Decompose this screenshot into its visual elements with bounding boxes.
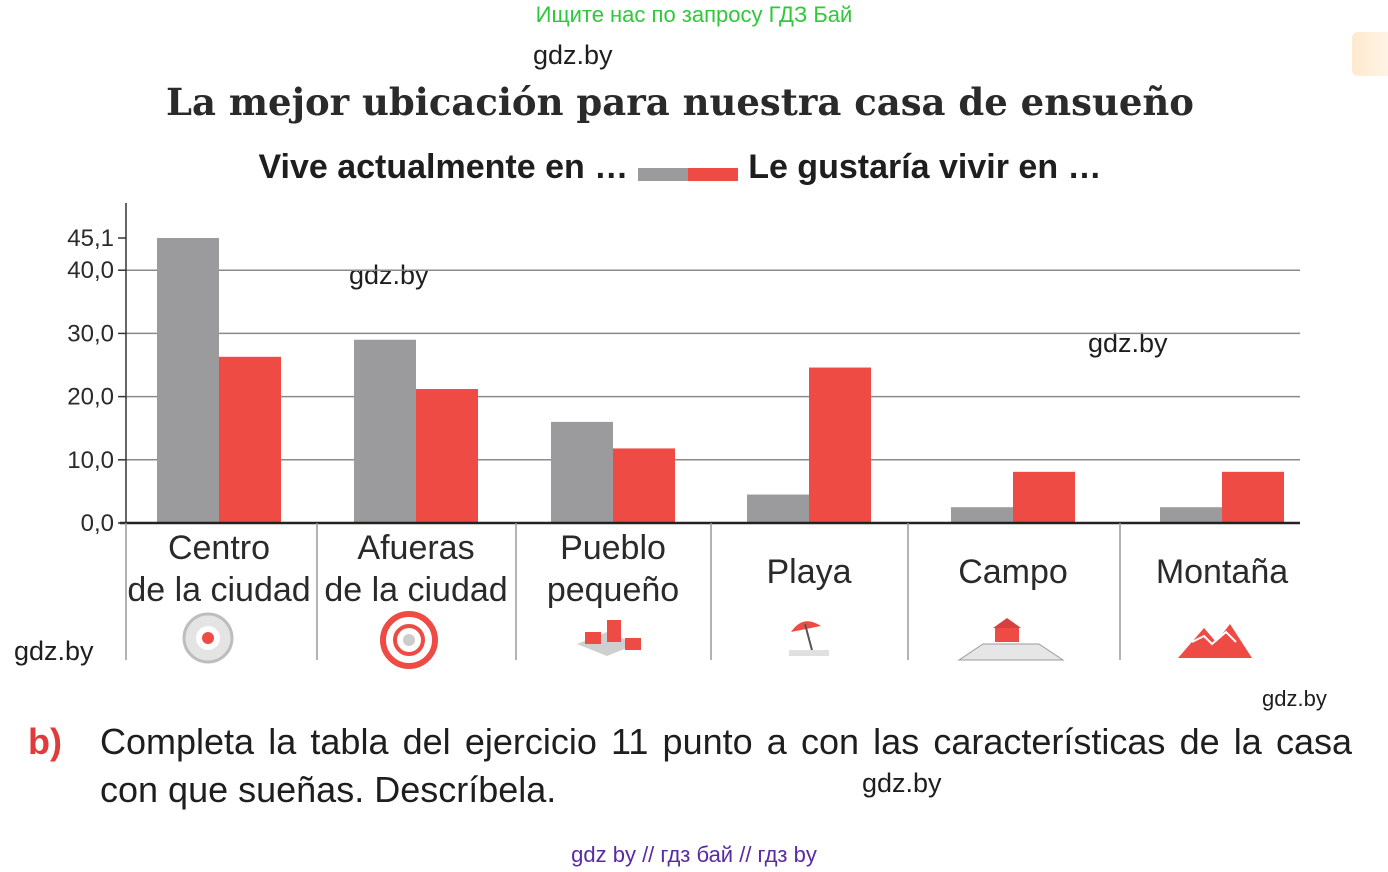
bar-desired (416, 389, 478, 523)
category-label: Montaña (1156, 553, 1288, 591)
bar-current (747, 494, 809, 523)
target-icon (182, 612, 234, 664)
y-tick-label: 40,0 (67, 257, 114, 284)
ring-target-icon (380, 611, 438, 669)
y-tick-label: 30,0 (67, 320, 114, 347)
legend-swatch-desired (688, 168, 739, 181)
corner-tab[interactable] (1352, 32, 1388, 76)
category-label: Afueras (357, 529, 474, 567)
task-label: b) (28, 721, 62, 762)
bar-current (157, 238, 219, 523)
task-text: Completa la tabla del ejercicio 11 punto… (100, 721, 1352, 810)
bar-current (551, 421, 613, 523)
category-label: Pueblo (560, 529, 666, 567)
bar-current (951, 507, 1013, 523)
bar-chart: 0,0 10,0 20,0 30,0 40,0 45,1 Centro de la ciuda… (67, 203, 1300, 669)
y-tick-label: 45,1 (67, 225, 114, 252)
mountain-icon (1178, 624, 1252, 658)
top-banner[interactable]: Ищите нас по запросу ГДЗ Бай (535, 2, 853, 27)
bar-current (354, 339, 416, 523)
y-tick-label: 20,0 (67, 384, 114, 411)
legend-swatches (638, 154, 739, 181)
y-tick-label: 10,0 (67, 447, 114, 474)
category-label: Campo (958, 553, 1068, 591)
beach-umbrella-icon (789, 621, 829, 656)
bar-desired (613, 448, 675, 523)
category-label: Playa (766, 553, 851, 591)
legend-label-current: Vive actualmente en … (258, 148, 629, 186)
category-label: de la ciudad (324, 571, 507, 609)
bar-current (1160, 507, 1222, 523)
village-houses-icon (577, 620, 641, 656)
chart-legend: Vive actualmente en … Le gustaría vivir … (0, 148, 1360, 187)
y-tick-label: 0,0 (81, 510, 114, 537)
bar-desired (1222, 471, 1284, 523)
category-label: pequeño (547, 571, 679, 609)
bar-desired (219, 356, 281, 523)
category-label: de la ciudad (127, 571, 310, 609)
watermark: gdz.by (349, 260, 429, 290)
watermark: gdz.by (14, 636, 94, 666)
exercise-task: b) Completa la tabla del ejercicio 11 pu… (28, 718, 1352, 814)
category-label: Centro (168, 529, 270, 567)
legend-label-desired: Le gustaría vivir en … (748, 148, 1102, 186)
watermark: gdz.by (1262, 686, 1327, 711)
bar-desired (809, 367, 871, 523)
legend-swatch-current (638, 168, 689, 181)
bar-desired (1013, 471, 1075, 523)
chart-title: La mejor ubicación para nuestra casa de … (166, 80, 1194, 124)
watermark: gdz.by (862, 768, 942, 798)
farmhouse-fields-icon (957, 618, 1065, 661)
watermark: gdz.by (533, 40, 613, 70)
footer-links[interactable]: gdz by // гдз бай // гдз by (571, 842, 817, 867)
